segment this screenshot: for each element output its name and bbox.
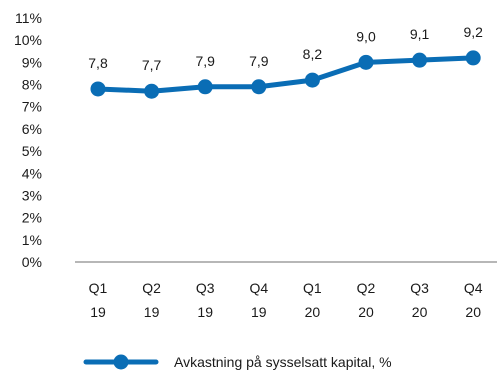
y-tick-label: 2%	[22, 210, 42, 226]
x-tick-label-year: 20	[358, 304, 374, 320]
x-tick-label-year: 20	[305, 304, 321, 320]
data-point-marker	[197, 79, 213, 95]
y-tick-label: 6%	[22, 121, 42, 137]
data-label: 7,9	[249, 53, 269, 69]
x-tick-label-quarter: Q2	[142, 280, 161, 296]
x-tick-label-quarter: Q4	[249, 280, 268, 296]
x-tick-label-year: 20	[465, 304, 481, 320]
data-label: 9,2	[463, 24, 483, 40]
data-point-marker	[304, 72, 320, 88]
data-point-marker	[90, 81, 106, 97]
y-tick-label: 0%	[22, 254, 42, 270]
data-label: 9,0	[356, 28, 376, 44]
x-tick-label-year: 19	[251, 304, 267, 320]
x-tick-label-year: 19	[90, 304, 106, 320]
y-tick-label: 11%	[15, 10, 42, 26]
data-label: 8,2	[303, 46, 323, 62]
x-axis-tick-labels: Q1 19 Q2 19 Q3 19 Q4 19 Q1 20 Q2 20 Q3 20 Q4 20	[89, 280, 483, 320]
x-tick-label-quarter: Q4	[464, 280, 483, 296]
data-point-marker	[251, 79, 267, 95]
data-label: 7,7	[142, 57, 162, 73]
legend: Avkastning på sysselsatt kapital, %	[83, 354, 392, 370]
x-tick-label-quarter: Q3	[196, 280, 215, 296]
y-tick-label: 9%	[22, 54, 42, 70]
series-line	[95, 55, 476, 94]
x-tick-label-year: 19	[197, 304, 213, 320]
data-point-marker	[144, 83, 160, 99]
x-tick-label-quarter: Q1	[303, 280, 322, 296]
y-tick-label: 4%	[22, 165, 42, 181]
legend-label: Avkastning på sysselsatt kapital, %	[174, 354, 392, 370]
y-axis-tick-labels: 0% 1% 2% 3% 4% 5% 6% 7% 8% 9% 10% 11%	[14, 10, 42, 270]
data-point-marker	[465, 50, 481, 66]
series-group: 7,8 7,7 7,9 7,9 8,2 9,0 9,1 9,2	[88, 24, 483, 99]
legend-marker-swatch	[113, 354, 129, 370]
y-tick-label: 10%	[14, 32, 42, 48]
x-tick-label-quarter: Q1	[89, 280, 108, 296]
y-tick-label: 7%	[22, 99, 42, 115]
x-tick-label-year: 19	[144, 304, 160, 320]
x-tick-label-quarter: Q2	[357, 280, 376, 296]
y-tick-label: 5%	[22, 143, 42, 159]
data-label: 9,1	[410, 26, 430, 42]
y-tick-label: 8%	[22, 77, 42, 93]
data-label: 7,8	[88, 55, 108, 71]
y-tick-label: 1%	[22, 232, 42, 248]
data-point-marker	[412, 52, 428, 68]
data-label: 7,9	[195, 53, 215, 69]
y-tick-label: 3%	[22, 187, 42, 203]
x-tick-label-quarter: Q3	[410, 280, 429, 296]
x-tick-label-year: 20	[412, 304, 428, 320]
data-point-marker	[358, 54, 374, 70]
